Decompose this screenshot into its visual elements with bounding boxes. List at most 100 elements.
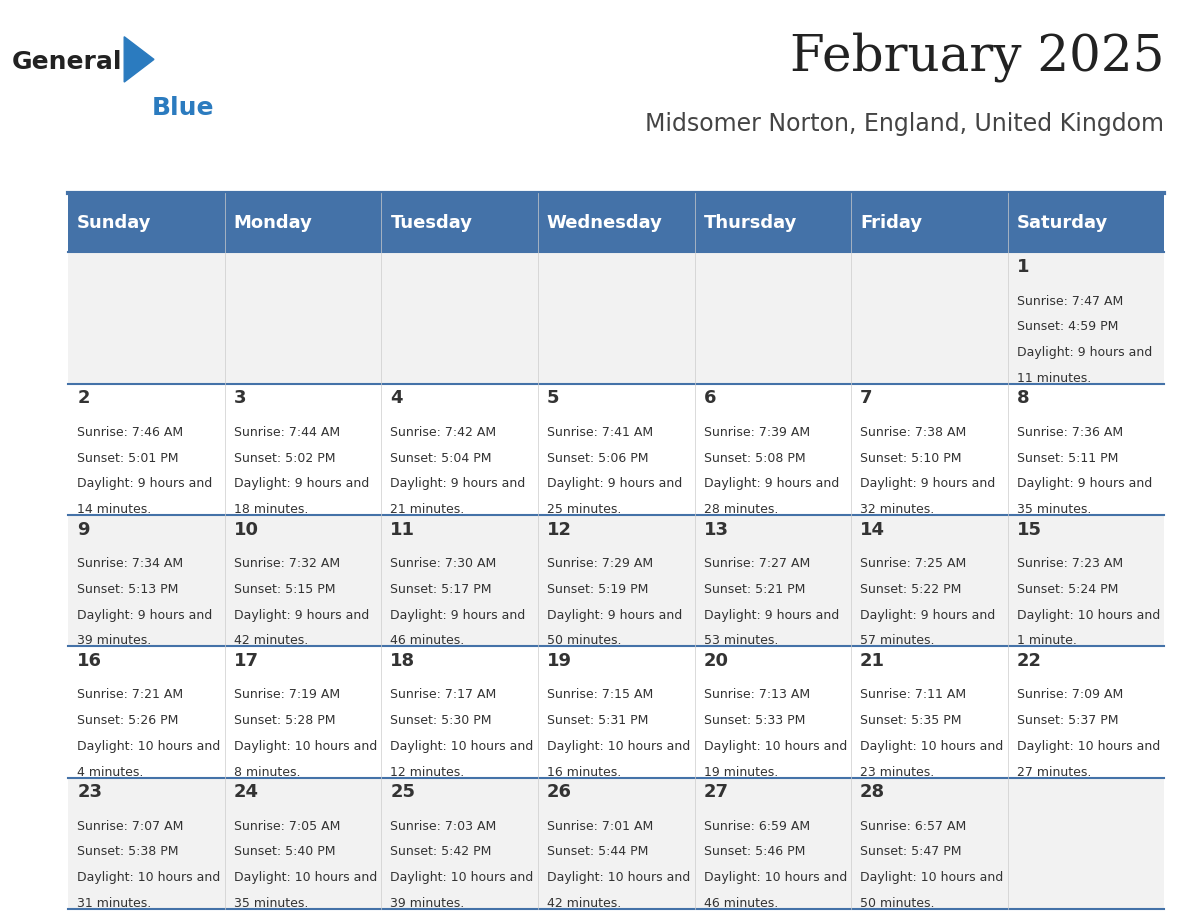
Text: Sunset: 5:47 PM: Sunset: 5:47 PM (860, 845, 961, 858)
Text: Daylight: 10 hours and: Daylight: 10 hours and (860, 740, 1004, 753)
Text: 26: 26 (546, 783, 571, 801)
Text: 42 minutes.: 42 minutes. (234, 634, 308, 647)
Text: 18: 18 (391, 652, 416, 670)
Text: Thursday: Thursday (703, 214, 797, 231)
Text: 27 minutes.: 27 minutes. (1017, 766, 1091, 778)
Text: Sunrise: 7:03 AM: Sunrise: 7:03 AM (391, 820, 497, 833)
Text: Sunrise: 6:57 AM: Sunrise: 6:57 AM (860, 820, 966, 833)
Text: Daylight: 10 hours and: Daylight: 10 hours and (546, 871, 690, 884)
Text: Sunrise: 7:38 AM: Sunrise: 7:38 AM (860, 426, 966, 439)
Text: Daylight: 10 hours and: Daylight: 10 hours and (391, 871, 533, 884)
Text: Friday: Friday (860, 214, 922, 231)
Text: Sunrise: 7:42 AM: Sunrise: 7:42 AM (391, 426, 497, 439)
FancyBboxPatch shape (68, 384, 1164, 515)
FancyBboxPatch shape (68, 646, 1164, 778)
Text: Sunrise: 7:44 AM: Sunrise: 7:44 AM (234, 426, 340, 439)
Text: Sunset: 5:01 PM: Sunset: 5:01 PM (77, 452, 178, 465)
Text: 10: 10 (234, 521, 259, 539)
Text: Sunset: 5:15 PM: Sunset: 5:15 PM (234, 583, 335, 596)
Text: 46 minutes.: 46 minutes. (391, 634, 465, 647)
Text: Sunrise: 7:41 AM: Sunrise: 7:41 AM (546, 426, 653, 439)
Text: Sunrise: 7:15 AM: Sunrise: 7:15 AM (546, 688, 653, 701)
Text: 42 minutes.: 42 minutes. (546, 897, 621, 910)
Text: 12: 12 (546, 521, 571, 539)
Text: 39 minutes.: 39 minutes. (391, 897, 465, 910)
Text: Daylight: 9 hours and: Daylight: 9 hours and (391, 609, 525, 621)
Text: Wednesday: Wednesday (546, 214, 663, 231)
FancyBboxPatch shape (68, 193, 1164, 252)
Text: 4 minutes.: 4 minutes. (77, 766, 144, 778)
Text: Monday: Monday (234, 214, 312, 231)
Text: Sunset: 4:59 PM: Sunset: 4:59 PM (1017, 320, 1118, 333)
Text: 8 minutes.: 8 minutes. (234, 766, 301, 778)
Text: 35 minutes.: 35 minutes. (234, 897, 308, 910)
Text: Daylight: 10 hours and: Daylight: 10 hours and (77, 740, 221, 753)
Text: Sunset: 5:42 PM: Sunset: 5:42 PM (391, 845, 492, 858)
Text: Blue: Blue (152, 96, 215, 120)
Text: 22: 22 (1017, 652, 1042, 670)
Text: Daylight: 10 hours and: Daylight: 10 hours and (234, 740, 377, 753)
Text: Sunrise: 7:11 AM: Sunrise: 7:11 AM (860, 688, 966, 701)
Text: Sunset: 5:37 PM: Sunset: 5:37 PM (1017, 714, 1118, 727)
Text: 39 minutes.: 39 minutes. (77, 634, 152, 647)
Text: Daylight: 9 hours and: Daylight: 9 hours and (703, 477, 839, 490)
Text: Daylight: 10 hours and: Daylight: 10 hours and (860, 871, 1004, 884)
Text: 19 minutes.: 19 minutes. (703, 766, 778, 778)
Text: Sunrise: 7:47 AM: Sunrise: 7:47 AM (1017, 295, 1123, 308)
Text: 32 minutes.: 32 minutes. (860, 503, 934, 516)
Text: 11 minutes.: 11 minutes. (1017, 372, 1091, 385)
Text: Sunset: 5:17 PM: Sunset: 5:17 PM (391, 583, 492, 596)
Text: Sunset: 5:13 PM: Sunset: 5:13 PM (77, 583, 178, 596)
Text: 18 minutes.: 18 minutes. (234, 503, 308, 516)
Text: 12 minutes.: 12 minutes. (391, 766, 465, 778)
Text: Daylight: 10 hours and: Daylight: 10 hours and (703, 740, 847, 753)
Text: Sunrise: 7:27 AM: Sunrise: 7:27 AM (703, 557, 810, 570)
Text: 53 minutes.: 53 minutes. (703, 634, 778, 647)
Text: Sunrise: 7:21 AM: Sunrise: 7:21 AM (77, 688, 183, 701)
Text: 23 minutes.: 23 minutes. (860, 766, 934, 778)
Text: Sunset: 5:24 PM: Sunset: 5:24 PM (1017, 583, 1118, 596)
Polygon shape (125, 37, 154, 82)
Text: Sunset: 5:06 PM: Sunset: 5:06 PM (546, 452, 649, 465)
Text: Sunday: Sunday (77, 214, 152, 231)
Text: 5: 5 (546, 389, 560, 408)
Text: Sunrise: 7:29 AM: Sunrise: 7:29 AM (546, 557, 653, 570)
Text: Daylight: 10 hours and: Daylight: 10 hours and (546, 740, 690, 753)
Text: Sunset: 5:08 PM: Sunset: 5:08 PM (703, 452, 805, 465)
Text: 21 minutes.: 21 minutes. (391, 503, 465, 516)
Text: 15: 15 (1017, 521, 1042, 539)
Text: 25 minutes.: 25 minutes. (546, 503, 621, 516)
Text: 23: 23 (77, 783, 102, 801)
Text: 13: 13 (703, 521, 728, 539)
Text: Sunrise: 7:32 AM: Sunrise: 7:32 AM (234, 557, 340, 570)
Text: Daylight: 9 hours and: Daylight: 9 hours and (860, 477, 996, 490)
Text: Daylight: 9 hours and: Daylight: 9 hours and (546, 477, 682, 490)
Text: 57 minutes.: 57 minutes. (860, 634, 935, 647)
Text: Sunrise: 7:05 AM: Sunrise: 7:05 AM (234, 820, 340, 833)
Text: Daylight: 9 hours and: Daylight: 9 hours and (1017, 346, 1152, 359)
Text: 6: 6 (703, 389, 716, 408)
Text: 28 minutes.: 28 minutes. (703, 503, 778, 516)
Text: Sunrise: 7:17 AM: Sunrise: 7:17 AM (391, 688, 497, 701)
Text: 25: 25 (391, 783, 416, 801)
Text: Sunrise: 7:19 AM: Sunrise: 7:19 AM (234, 688, 340, 701)
Text: 46 minutes.: 46 minutes. (703, 897, 778, 910)
Text: 24: 24 (234, 783, 259, 801)
Text: Daylight: 9 hours and: Daylight: 9 hours and (703, 609, 839, 621)
Text: Sunrise: 6:59 AM: Sunrise: 6:59 AM (703, 820, 810, 833)
Text: Midsomer Norton, England, United Kingdom: Midsomer Norton, England, United Kingdom (645, 112, 1164, 136)
Text: Daylight: 9 hours and: Daylight: 9 hours and (234, 477, 369, 490)
Text: Sunset: 5:35 PM: Sunset: 5:35 PM (860, 714, 961, 727)
Text: Sunrise: 7:39 AM: Sunrise: 7:39 AM (703, 426, 810, 439)
FancyBboxPatch shape (68, 778, 1164, 909)
Text: Sunrise: 7:07 AM: Sunrise: 7:07 AM (77, 820, 184, 833)
Text: General: General (12, 50, 122, 74)
Text: 27: 27 (703, 783, 728, 801)
Text: Daylight: 10 hours and: Daylight: 10 hours and (77, 871, 221, 884)
Text: Sunset: 5:19 PM: Sunset: 5:19 PM (546, 583, 649, 596)
Text: 1: 1 (1017, 258, 1029, 276)
Text: Daylight: 10 hours and: Daylight: 10 hours and (234, 871, 377, 884)
Text: 9: 9 (77, 521, 90, 539)
Text: Sunset: 5:40 PM: Sunset: 5:40 PM (234, 845, 335, 858)
Text: Daylight: 10 hours and: Daylight: 10 hours and (703, 871, 847, 884)
